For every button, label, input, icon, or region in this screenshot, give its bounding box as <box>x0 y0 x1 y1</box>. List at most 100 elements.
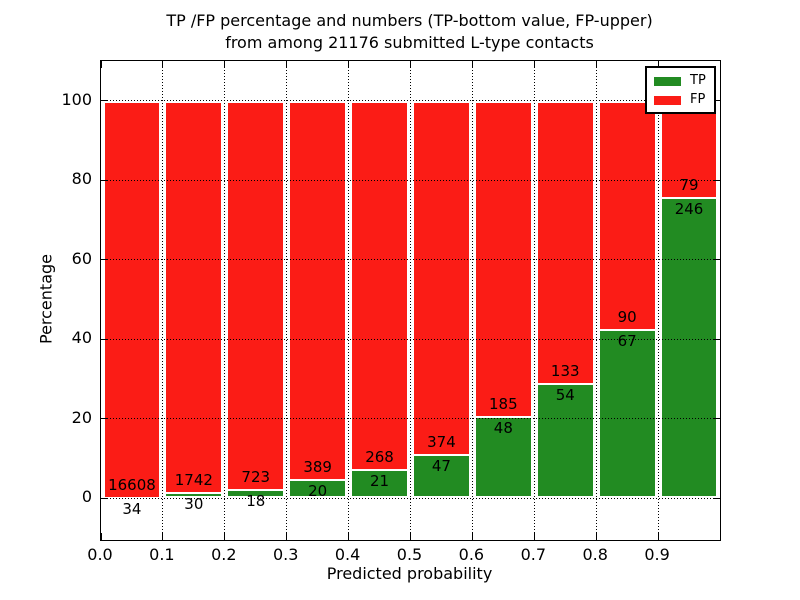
x-tick-label: 0.2 <box>211 545 237 564</box>
bar-segment-fp <box>102 100 162 500</box>
v-gridline <box>224 61 226 540</box>
tp-count-label: 246 <box>674 200 704 219</box>
bar-segment-fp <box>164 100 224 494</box>
chart-title: TP /FP percentage and numbers (TP-bottom… <box>100 10 719 54</box>
x-tick-mark-bottom <box>657 533 659 540</box>
v-gridline <box>471 61 473 540</box>
v-gridline <box>348 61 350 540</box>
y-tick-mark-left <box>101 179 108 181</box>
y-tick-mark-right <box>713 497 720 499</box>
v-gridline <box>533 61 535 540</box>
y-tick-label: 20 <box>71 407 92 427</box>
x-tick-label: 0.9 <box>644 545 670 564</box>
fp-count-label: 723 <box>241 467 271 486</box>
x-tick-label: 0.1 <box>149 545 175 564</box>
legend-swatch-tp <box>654 76 681 86</box>
tp-count-label: 20 <box>308 481 328 500</box>
x-tick-mark-top <box>595 61 597 68</box>
bar-segment-tp <box>597 328 657 499</box>
x-tick-label: 0.7 <box>520 545 547 564</box>
tp-count-label: 30 <box>184 494 204 513</box>
fp-count-label: 90 <box>617 307 637 326</box>
x-tick-mark-bottom <box>471 533 473 540</box>
y-tick-mark-left <box>101 497 108 499</box>
bar-segment-tp <box>659 197 719 499</box>
x-axis-label: Predicted probability <box>326 564 493 583</box>
y-tick-mark-left <box>101 418 108 420</box>
bar-segment-fp <box>535 100 595 386</box>
bar-segment-tp <box>535 383 595 499</box>
fp-count-label: 79 <box>679 176 699 195</box>
v-gridline <box>286 61 288 540</box>
y-tick-label: 0 <box>81 487 92 507</box>
bar-segment-tp <box>412 453 471 499</box>
bar-segment-fp <box>288 100 348 481</box>
x-tick-mark-top <box>533 61 535 68</box>
bar-segment-fp <box>226 100 286 491</box>
x-tick-mark-bottom <box>410 533 411 540</box>
x-tick-mark-bottom <box>348 533 350 540</box>
tp-count-label: 54 <box>555 386 575 405</box>
fp-count-label: 374 <box>427 432 456 451</box>
x-tick-mark-bottom <box>162 533 164 540</box>
bar-segment-fp <box>597 100 657 331</box>
tp-count-label: 21 <box>369 472 390 491</box>
x-tick-label: 0.3 <box>272 545 299 564</box>
x-tick-label: 0.6 <box>458 545 485 564</box>
fp-count-label: 1742 <box>174 470 213 489</box>
legend-swatch-fp <box>654 95 681 105</box>
x-tick-label: 0.5 <box>396 545 423 564</box>
y-tick-mark-right <box>713 418 720 420</box>
plot-area: 16608 34 1742 30 723 18 389 20 268 21 374 47 185 48 13… <box>100 60 721 541</box>
legend: TP FP <box>645 66 716 114</box>
chart-title-line1: TP /FP percentage and numbers (TP-bottom… <box>166 11 653 30</box>
y-tick-mark-right <box>713 259 720 261</box>
y-tick-label: 60 <box>71 248 92 268</box>
y-tick-mark-right <box>713 179 720 181</box>
bar-segment-tp <box>350 469 409 499</box>
x-tick-mark-top <box>410 61 411 68</box>
x-tick-mark-top <box>224 61 226 68</box>
v-gridline <box>657 61 659 540</box>
y-tick-mark-right <box>713 100 720 102</box>
fp-count-label: 133 <box>550 362 580 381</box>
x-tick-mark-bottom <box>595 533 597 540</box>
tp-count-label: 48 <box>493 419 513 438</box>
y-tick-label: 80 <box>71 169 92 189</box>
x-tick-label: 0.4 <box>334 545 361 564</box>
x-tick-mark-bottom <box>286 533 288 540</box>
x-tick-mark-bottom <box>100 533 102 540</box>
y-tick-mark-left <box>101 259 108 261</box>
bar-segment-tp <box>473 416 533 499</box>
tp-count-label: 67 <box>617 331 637 350</box>
legend-label: FP <box>690 92 706 107</box>
x-tick-mark-top <box>162 61 164 68</box>
tp-count-label: 47 <box>431 456 451 475</box>
tp-count-label: 34 <box>122 500 142 519</box>
chart-title-line2: from among 21176 submitted L-type contac… <box>225 33 594 52</box>
x-tick-mark-top <box>657 61 659 68</box>
y-tick-label: 100 <box>61 89 92 109</box>
x-tick-mark-top <box>471 61 473 68</box>
y-tick-mark-left <box>101 100 108 102</box>
x-tick-label: 0.0 <box>87 545 113 564</box>
bar-segment-tp <box>164 491 224 499</box>
y-tick-mark-right <box>713 338 720 340</box>
bar-segment-tp <box>288 478 348 499</box>
fp-count-label: 185 <box>489 395 518 414</box>
bar-segment-fp <box>412 100 471 456</box>
x-tick-label: 0.8 <box>582 545 608 564</box>
fp-count-label: 16608 <box>108 476 156 495</box>
bar-segment-tp <box>226 488 286 499</box>
legend-row: TP <box>654 74 714 88</box>
x-tick-mark-top <box>286 61 288 68</box>
v-gridline <box>410 61 411 540</box>
legend-row: FP <box>654 93 714 107</box>
x-tick-mark-top <box>100 61 102 68</box>
y-tick-mark-left <box>101 338 108 340</box>
v-gridline <box>595 61 597 540</box>
fp-count-label: 389 <box>303 457 332 476</box>
x-tick-mark-bottom <box>224 533 226 540</box>
x-tick-mark-top <box>348 61 350 68</box>
